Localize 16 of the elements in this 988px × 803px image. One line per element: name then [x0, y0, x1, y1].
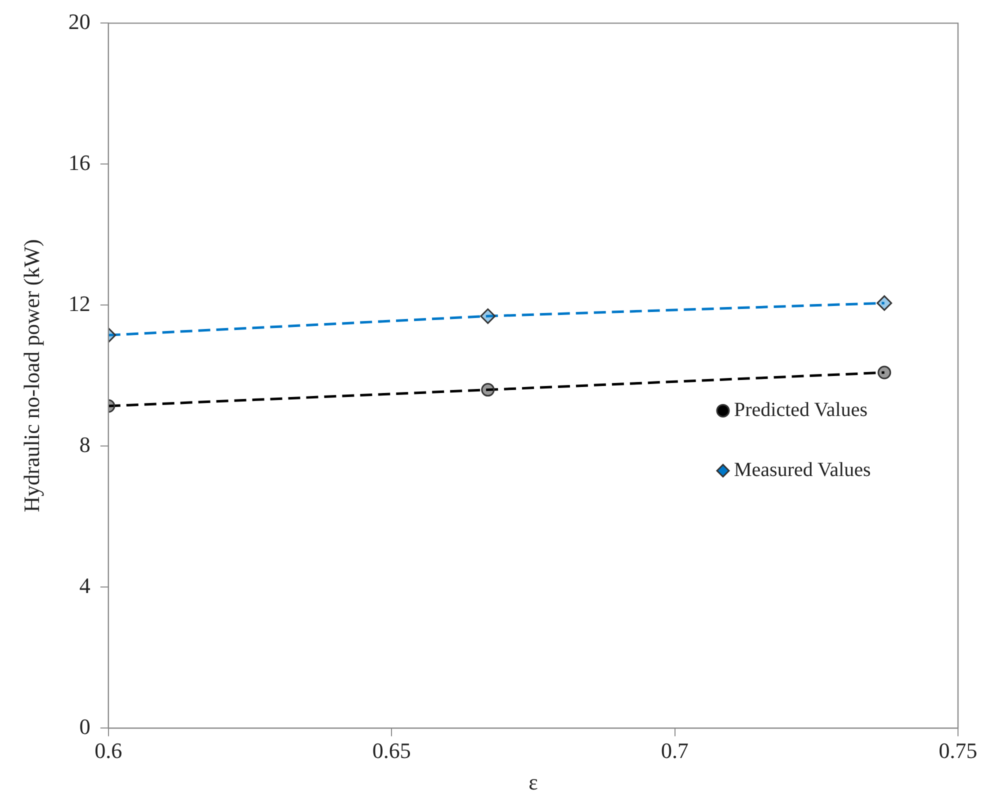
point: [878, 366, 892, 380]
y-tick-label: 4: [79, 572, 90, 598]
y-tick-label: 20: [68, 8, 90, 34]
x-tick-label: 0.6: [94, 738, 122, 764]
y-tick-label: 0: [79, 714, 90, 739]
legend-label: Predicted Values: [734, 398, 868, 421]
y-tick-label: 16: [68, 150, 90, 175]
point: [876, 295, 892, 311]
x-tick-label: 0.7: [661, 738, 689, 764]
y-tick-label: 12: [68, 290, 90, 316]
y-tick-label: 8: [79, 432, 90, 457]
legend-label: Measured Values: [734, 458, 872, 481]
y-axis-title: Hydraulic no-load power (kW): [18, 239, 44, 512]
x-tick-label: 0.65: [372, 738, 411, 764]
x-axis-title: ε: [528, 770, 538, 795]
x-tick-label: 0.75: [938, 738, 978, 764]
